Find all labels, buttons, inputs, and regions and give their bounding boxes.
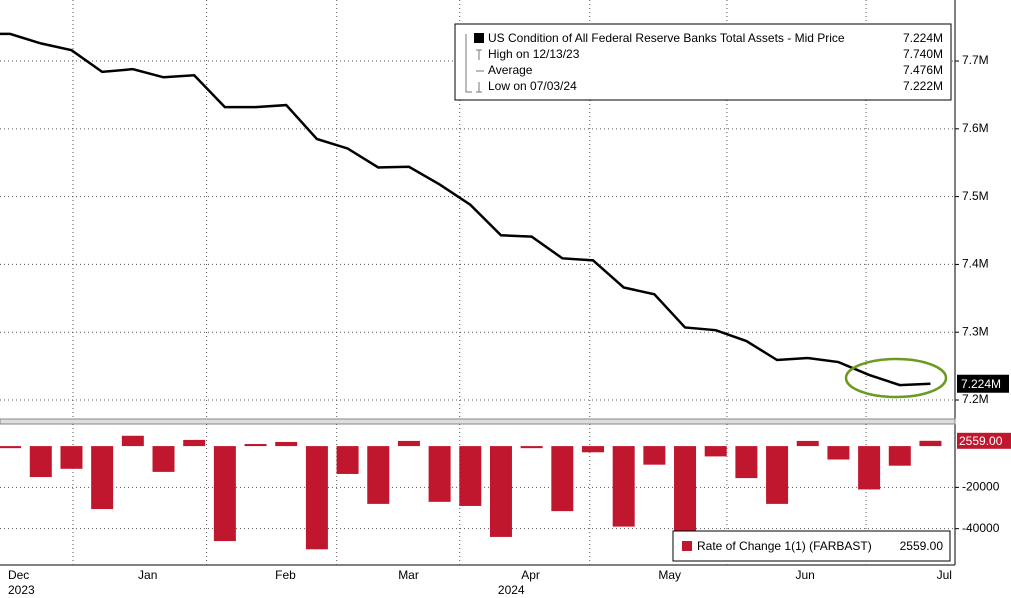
x-tick-label: Jan <box>138 568 157 582</box>
bar <box>766 446 789 504</box>
bar <box>397 440 420 447</box>
bar <box>121 435 144 447</box>
last-value-tag <box>957 432 1011 449</box>
top-legend: US Condition of All Federal Reserve Bank… <box>454 23 952 101</box>
bar <box>735 446 758 479</box>
bar <box>0 446 22 449</box>
bar <box>213 446 236 542</box>
x-tick-label: Feb <box>275 568 296 582</box>
year-label: 2023 <box>8 583 35 597</box>
last-value-label: 7.224M <box>961 377 1001 391</box>
bar <box>367 446 390 504</box>
x-tick-label: Dec <box>8 568 29 582</box>
legend-box <box>672 530 951 562</box>
bottom-legend: Rate of Change 1(1) (FARBAST) 2559.00 <box>672 530 951 562</box>
x-tick-label: Jun <box>795 568 814 582</box>
x-tick-label: Jul <box>937 568 952 582</box>
y-tick-label: -40000 <box>962 521 1000 535</box>
bar <box>29 446 52 478</box>
bar <box>612 446 635 527</box>
bar <box>60 446 83 469</box>
legend-swatch <box>474 33 484 43</box>
bar <box>704 446 727 457</box>
year-label: 2024 <box>498 583 525 597</box>
bar <box>152 446 175 472</box>
stat-label: Average <box>488 63 533 77</box>
bar <box>858 446 881 490</box>
last-value-label: 2559.00 <box>959 434 1003 448</box>
legend-value: 2559.00 <box>900 539 944 553</box>
bar <box>888 446 911 466</box>
line <box>0 32 931 387</box>
bar <box>428 446 451 502</box>
bar <box>336 446 359 474</box>
last-value-tag <box>957 374 1009 393</box>
stat-label: Low on 07/03/24 <box>488 79 577 93</box>
bar <box>91 446 114 510</box>
panel-separator <box>0 418 956 425</box>
legend-swatch <box>682 541 692 551</box>
bar <box>520 446 543 449</box>
y-tick-label: 7.7M <box>962 53 989 67</box>
bar <box>305 446 328 550</box>
legend-box <box>454 23 952 101</box>
bar <box>275 441 298 447</box>
bar <box>827 446 850 460</box>
legend-label: Rate of Change 1(1) (FARBAST) <box>697 539 872 553</box>
legend-tree <box>465 34 484 93</box>
bar <box>551 446 574 512</box>
y-tick-label: 7.4M <box>962 257 989 271</box>
y-tick-label: 7.6M <box>962 121 989 135</box>
bar <box>459 446 482 506</box>
x-tick-label: Apr <box>521 568 540 582</box>
x-tick-label: Mar <box>398 568 419 582</box>
stat-value: 7.476M <box>903 63 943 77</box>
bar <box>643 446 666 465</box>
y-tick-label: -20000 <box>962 480 1000 494</box>
y-tick-label: 7.3M <box>962 324 989 338</box>
x-tick-label: May <box>658 568 681 582</box>
bar <box>489 446 512 537</box>
bar <box>244 444 267 447</box>
bar <box>796 440 819 447</box>
highlight-ellipse <box>844 357 948 399</box>
bar <box>919 440 942 447</box>
legend-value: 7.224M <box>903 31 943 45</box>
y-tick-label: 7.2M <box>962 392 989 406</box>
bar <box>582 446 605 453</box>
stat-value: 7.222M <box>903 79 943 93</box>
stat-value: 7.740M <box>903 47 943 61</box>
bar <box>674 446 697 546</box>
legend-label: US Condition of All Federal Reserve Bank… <box>488 31 845 45</box>
stat-label: High on 12/13/23 <box>488 47 580 61</box>
y-tick-label: 7.5M <box>962 189 989 203</box>
bar <box>183 439 206 447</box>
